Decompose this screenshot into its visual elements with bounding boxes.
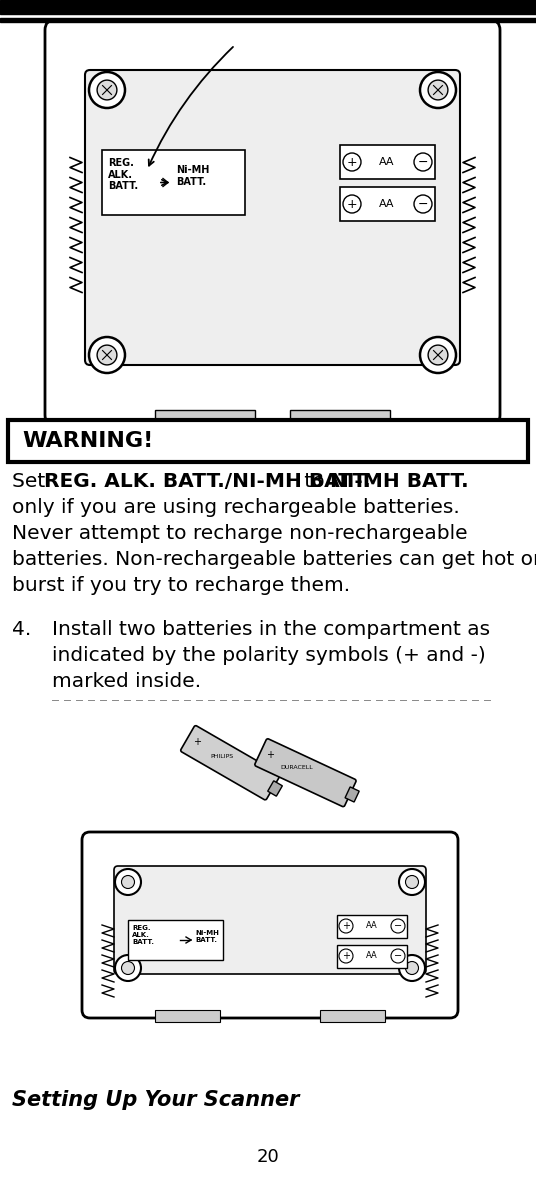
Bar <box>340 145 435 179</box>
Text: Never attempt to recharge non-rechargeable: Never attempt to recharge non-rechargeab… <box>12 524 467 543</box>
Text: +: + <box>266 750 274 760</box>
Circle shape <box>343 153 361 171</box>
FancyBboxPatch shape <box>85 70 460 365</box>
Text: +: + <box>193 738 200 747</box>
Circle shape <box>97 80 117 100</box>
Circle shape <box>122 876 135 889</box>
Bar <box>155 409 255 430</box>
Circle shape <box>339 949 353 963</box>
Text: −: − <box>394 951 402 961</box>
Text: AA: AA <box>366 951 378 961</box>
Text: −: − <box>418 156 428 169</box>
Circle shape <box>122 962 135 975</box>
Bar <box>267 781 282 797</box>
Circle shape <box>428 80 448 100</box>
Bar <box>0 18 536 22</box>
Circle shape <box>343 195 361 214</box>
Text: NI-MH BATT.: NI-MH BATT. <box>330 472 469 491</box>
Circle shape <box>399 955 425 981</box>
Text: only if you are using rechargeable batteries.: only if you are using rechargeable batte… <box>12 498 460 517</box>
Text: batteries. Non-rechargeable batteries can get hot or: batteries. Non-rechargeable batteries ca… <box>12 550 536 569</box>
Circle shape <box>115 955 141 981</box>
Text: Install two batteries in the compartment as: Install two batteries in the compartment… <box>52 620 490 640</box>
Circle shape <box>391 949 405 963</box>
Text: −: − <box>418 197 428 210</box>
Circle shape <box>414 153 432 171</box>
Bar <box>345 787 359 802</box>
Circle shape <box>420 72 456 109</box>
Text: DURACELL: DURACELL <box>280 765 312 769</box>
Bar <box>128 920 223 961</box>
Text: Set: Set <box>12 472 51 491</box>
Bar <box>0 0 536 14</box>
Text: +: + <box>342 922 350 931</box>
Bar <box>102 150 245 215</box>
Bar <box>320 1010 385 1022</box>
Text: 20: 20 <box>257 1148 279 1166</box>
FancyBboxPatch shape <box>181 726 280 800</box>
Circle shape <box>428 345 448 365</box>
FancyBboxPatch shape <box>114 866 426 974</box>
Bar <box>155 1010 220 1022</box>
Text: −: − <box>394 922 402 931</box>
Circle shape <box>89 72 125 109</box>
Circle shape <box>414 195 432 214</box>
Text: marked inside.: marked inside. <box>52 671 201 691</box>
Bar <box>340 186 435 221</box>
Text: AA: AA <box>379 157 394 168</box>
Bar <box>337 914 407 938</box>
Circle shape <box>399 868 425 894</box>
Text: Setting Up Your Scanner: Setting Up Your Scanner <box>12 1090 300 1110</box>
Text: REG.
ALK.
BATT.: REG. ALK. BATT. <box>108 158 138 191</box>
Bar <box>337 945 407 968</box>
Text: REG. ALK. BATT./NI-MH BATT.: REG. ALK. BATT./NI-MH BATT. <box>44 472 371 491</box>
Text: WARNING!: WARNING! <box>22 431 153 451</box>
Text: Ni-MH
BATT.: Ni-MH BATT. <box>176 165 210 186</box>
Circle shape <box>89 337 125 373</box>
Text: to: to <box>299 472 331 491</box>
Text: AA: AA <box>366 922 378 931</box>
FancyBboxPatch shape <box>45 20 500 425</box>
Text: Ni-MH
BATT.: Ni-MH BATT. <box>195 930 219 943</box>
Circle shape <box>115 868 141 894</box>
Text: +: + <box>347 156 358 169</box>
Bar <box>8 420 528 463</box>
FancyBboxPatch shape <box>82 832 458 1018</box>
Text: AA: AA <box>379 199 394 209</box>
Text: PHILIPS: PHILIPS <box>210 754 233 759</box>
Text: +: + <box>342 951 350 961</box>
Bar <box>290 409 390 430</box>
Circle shape <box>420 337 456 373</box>
Circle shape <box>406 962 419 975</box>
Text: 4.: 4. <box>12 620 31 640</box>
Text: indicated by the polarity symbols (+ and -): indicated by the polarity symbols (+ and… <box>52 645 486 666</box>
Text: +: + <box>347 197 358 210</box>
Circle shape <box>406 876 419 889</box>
FancyBboxPatch shape <box>255 739 356 807</box>
Circle shape <box>391 919 405 933</box>
Circle shape <box>339 919 353 933</box>
Text: REG.
ALK.
BATT.: REG. ALK. BATT. <box>132 925 154 945</box>
Circle shape <box>97 345 117 365</box>
Text: burst if you try to recharge them.: burst if you try to recharge them. <box>12 576 350 595</box>
